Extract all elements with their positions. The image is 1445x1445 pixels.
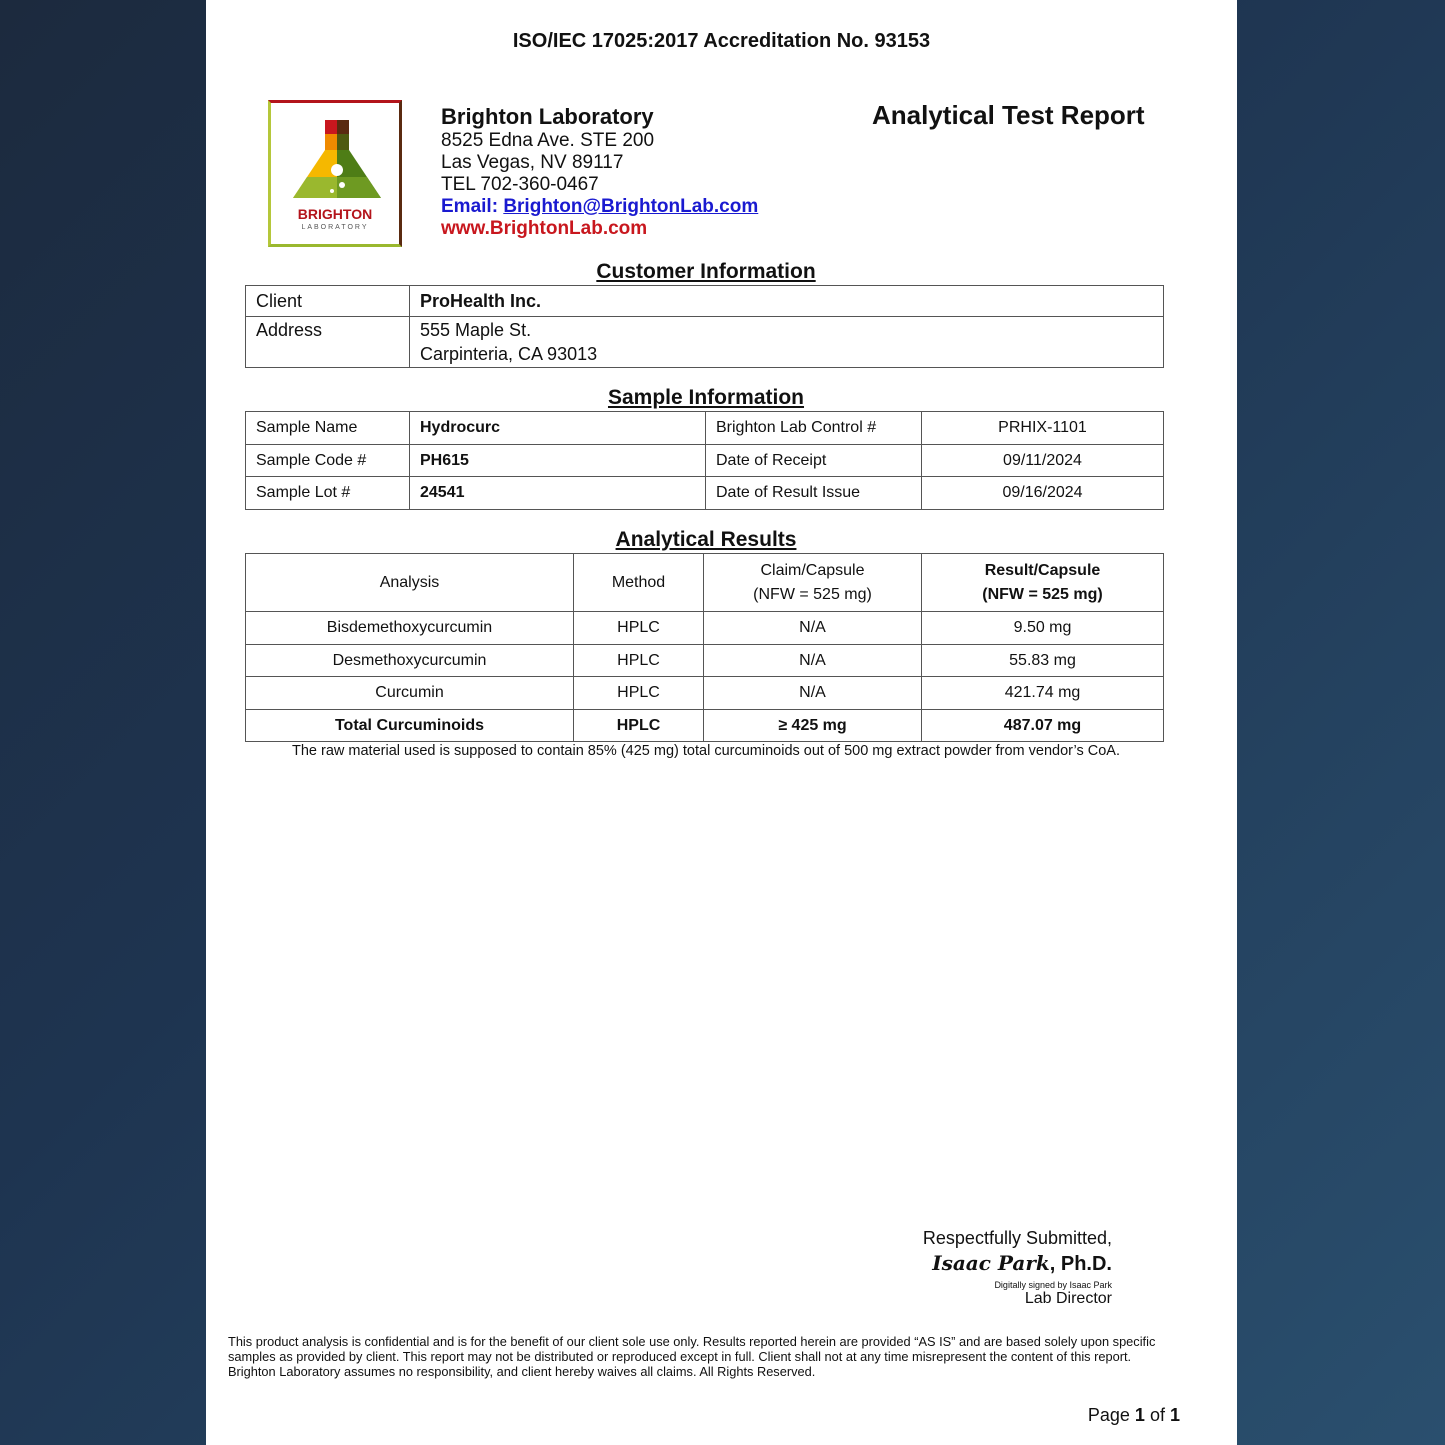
website-link[interactable]: www.BrightonLab.com <box>441 218 648 239</box>
table-row: Sample Lot #24541 Date of Result Issue 09/… <box>245 476 1164 510</box>
lab-address2: Las Vegas, NV 89117 <box>441 152 624 173</box>
svg-text:LABORATORY: LABORATORY <box>301 224 368 231</box>
results-note: The raw material used is supposed to con… <box>292 743 1120 759</box>
table-row: Bisdemethoxycurcumin HPLC N/A 9.50 mg <box>245 611 1164 645</box>
lab-address1: 8525 Edna Ave. STE 200 <box>441 130 655 151</box>
report-page: ISO/IEC 17025:2017 Accreditation No. 931… <box>206 0 1237 1445</box>
customer-heading: Customer Information <box>596 260 816 283</box>
sample-heading: Sample Information <box>607 386 805 409</box>
digital-signature-note: Digitally signed by Isaac Park <box>994 1280 1112 1290</box>
email-label: Email: <box>441 196 499 217</box>
page-number: Page 1 of 1 <box>1087 1405 1180 1425</box>
lab-header: Brighton Laboratory 8525 Edna Ave. STE 2… <box>441 104 758 240</box>
report-title: Analytical Test Report <box>872 100 1145 130</box>
accreditation: ISO/IEC 17025:2017 Accreditation No. 931… <box>512 30 931 52</box>
signature-name: Isaac Park <box>932 1251 1050 1275</box>
address-line1: 555 Maple St. <box>420 320 532 340</box>
signature-suffix: , Ph.D. <box>1049 1253 1112 1275</box>
sample-table: Sample Name Hydrocurc Brighton Lab Control… <box>245 411 1164 510</box>
client-value: ProHealth Inc. <box>409 285 1164 317</box>
customer-table: Client ProHealth Inc. Address 555 Maple St… <box>245 285 1164 368</box>
results-heading: Analytical Results <box>615 528 797 551</box>
header-row: Analysis Method Claim/Capsule (NFW = 525 … <box>245 553 1164 612</box>
lab-tel: TEL 702-360-0467 <box>441 174 599 195</box>
address-label: Address <box>245 316 410 368</box>
signature-block: Respectfully Submitted, Isaac Park, Ph.D… <box>923 1228 1112 1308</box>
table-row: Desmethoxycurcumin HPLC N/A 55.83 mg <box>245 644 1164 677</box>
disclaimer: This product analysis is confidential an… <box>228 1334 1156 1379</box>
signature-role: Lab Director <box>1024 1290 1112 1307</box>
table-row: Sample Code # PH615 Date of Receipt 09/11/2… <box>245 444 1164 477</box>
submitted-text: Respectfully Submitted, <box>922 1228 1112 1248</box>
client-label: Client <box>245 285 410 317</box>
logo-text: BRIGHTON <box>298 206 372 222</box>
total-row: Total Curcuminoids HPLC ≥ 425 mg 487.07 mg <box>245 709 1164 742</box>
address-line2: Carpinteria, CA 93013 <box>420 344 598 364</box>
results-table: Analysis Method Claim/Capsule (NFW = 525 … <box>245 553 1164 742</box>
brighton-logo: BRIGHTON LABORATORY <box>268 100 402 247</box>
table-row: Curcumin HPLC N/A 421.74 mg <box>245 676 1164 710</box>
lab-name: Brighton Laboratory <box>441 104 654 129</box>
email-link[interactable]: Brighton@BrightonLab.com <box>503 196 759 217</box>
table-row: Sample Name Hydrocurc Brighton Lab Control… <box>245 411 1164 445</box>
